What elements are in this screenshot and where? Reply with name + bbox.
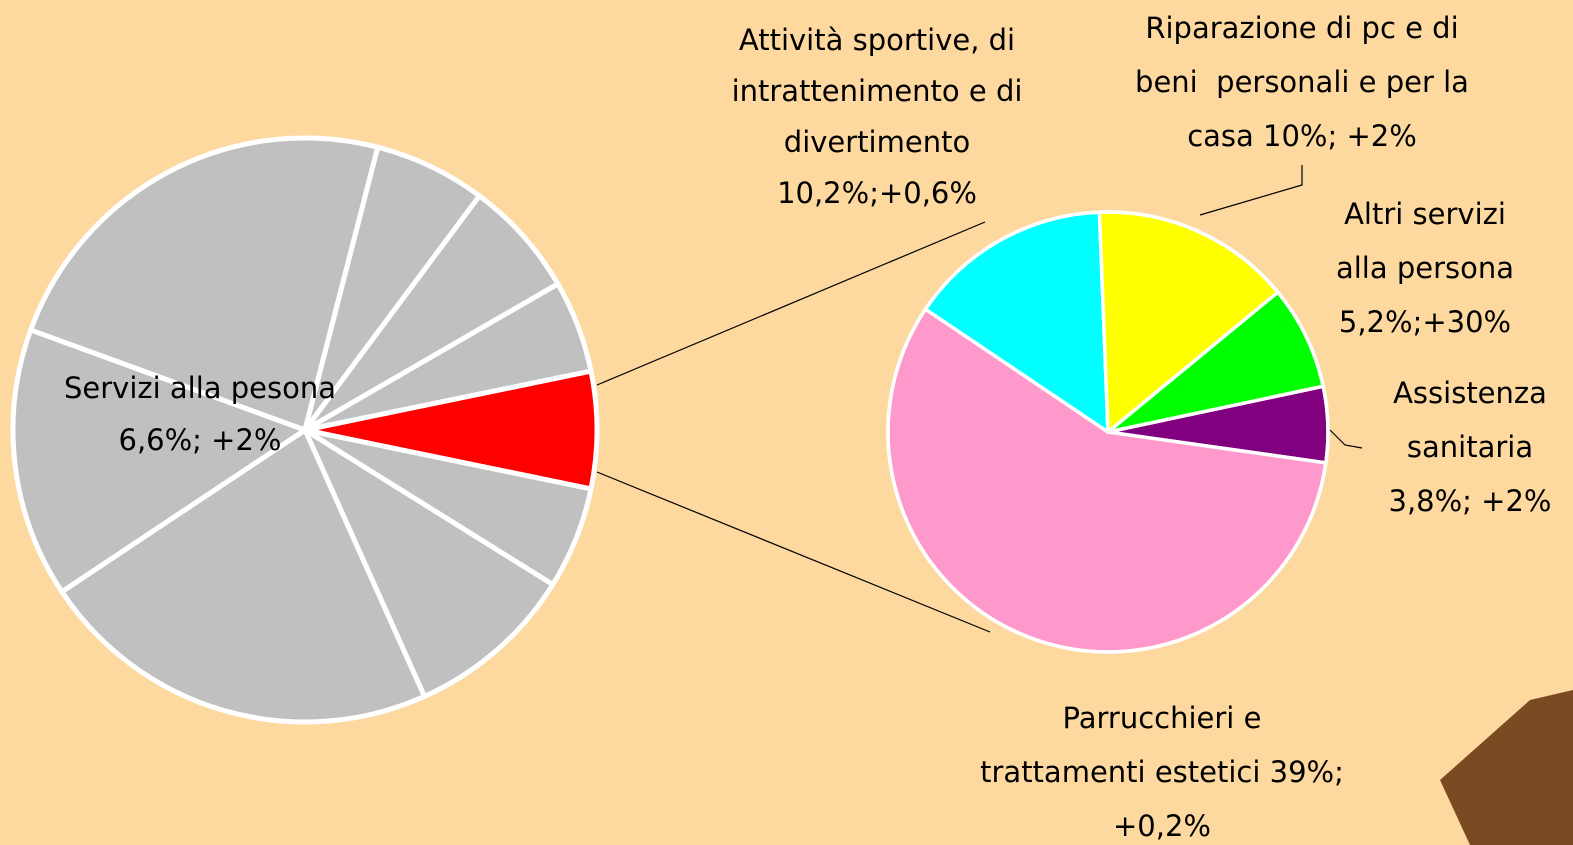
slice-label: sanitaria	[1407, 430, 1533, 464]
slice-label: casa 10%; +2%	[1187, 119, 1417, 153]
slice-label: Attività sportive, di	[739, 23, 1015, 57]
slice-label: 5,2%;+30%	[1339, 305, 1511, 339]
pie-outline	[886, 210, 1330, 654]
slice-label: Riparazione di pc e di	[1145, 11, 1458, 45]
leader-line	[1329, 429, 1363, 449]
slices	[10, 135, 1330, 725]
slice-label: +0,2%	[1113, 809, 1211, 843]
slice	[10, 327, 308, 595]
slice	[302, 281, 594, 433]
slice	[302, 427, 556, 699]
connector	[596, 221, 986, 386]
slice-label: 3,8%; +2%	[1389, 484, 1552, 518]
connector	[596, 471, 991, 633]
slice-label: 10,2%;+0,6%	[777, 176, 977, 210]
slice-label: divertimento	[784, 125, 970, 159]
leader-line	[1199, 165, 1303, 216]
slice-label: Parrucchieri e	[1063, 701, 1262, 735]
labels: Servizi alla pesona 6,6%; +2% Assistenza sa…	[64, 11, 1552, 843]
decoration	[1440, 690, 1573, 845]
slice	[59, 427, 427, 725]
slice-label: intrattenimento e di	[732, 74, 1023, 108]
slice-label: Altri servizi	[1344, 197, 1506, 231]
slice	[28, 135, 381, 433]
slice-label: Assistenza	[1393, 376, 1547, 410]
slice-label: Servizi alla pesona	[64, 371, 336, 405]
slice-label: beni personali e per la	[1135, 65, 1469, 99]
slice-label: 6,6%; +2%	[119, 423, 282, 457]
slice-label: trattamenti estetici 39%;	[980, 755, 1344, 789]
slice-label: alla persona	[1336, 251, 1514, 285]
